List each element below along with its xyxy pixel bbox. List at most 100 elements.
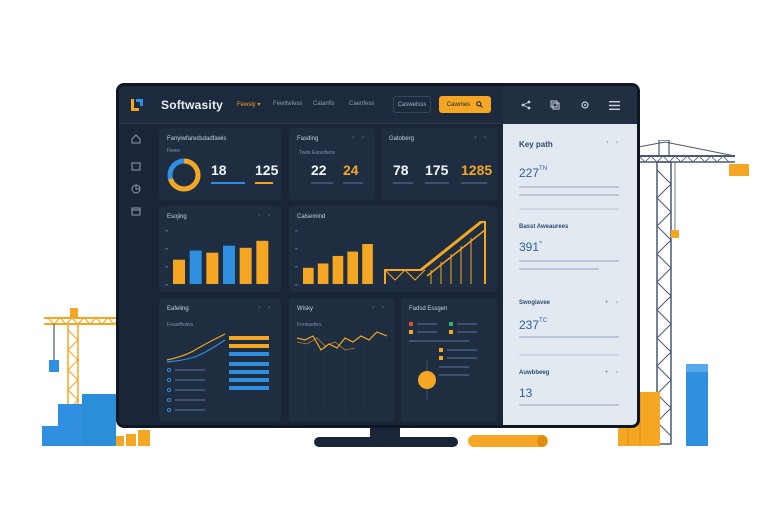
share-icon[interactable] bbox=[519, 98, 533, 112]
bar-5 bbox=[239, 247, 252, 284]
summary-donut bbox=[167, 158, 201, 192]
summary-card-subtitle: Fiwes bbox=[167, 148, 181, 154]
rp-section-1-value-sup: TN bbox=[539, 166, 548, 172]
gatoberg-bar-3 bbox=[461, 182, 487, 184]
bar-3 bbox=[332, 255, 344, 284]
gatoberg-card-controls[interactable]: ‹ › bbox=[474, 135, 489, 141]
rp-section-3-value: 237TC bbox=[519, 318, 547, 332]
rp-section-4-value: 13 bbox=[519, 386, 532, 400]
rp-section-2-value: 391≈ bbox=[519, 240, 542, 254]
planning-card-title: Fasding bbox=[297, 136, 319, 142]
bar-chart-card: Esojing ‹ › bbox=[159, 206, 281, 292]
planning-card-subtitle: Twds Eaosifiens bbox=[299, 150, 336, 156]
gatoberg-value-1: 78 bbox=[393, 162, 409, 178]
weekly-card: Wisky ‹ › Foneasfies bbox=[289, 298, 395, 422]
line-list-chart bbox=[166, 333, 269, 413]
weekly-card-subtitle: Foneasfies bbox=[297, 322, 322, 328]
rp-section-2-line-2 bbox=[519, 268, 599, 270]
summary-card: Fanyiwfaredsdadfawis Fiwes 18 125 bbox=[159, 128, 281, 200]
rp-section-1-divider bbox=[519, 208, 619, 210]
rp-section-1-value-main: 227 bbox=[519, 166, 540, 180]
bar-chart-controls[interactable]: ‹ › bbox=[258, 213, 273, 219]
nav-item-fewitwiess[interactable]: Fewitwiess bbox=[273, 101, 303, 107]
menu-icon[interactable] bbox=[607, 98, 621, 112]
nav-item-fewsly[interactable]: Fewsly ▾ bbox=[237, 102, 261, 108]
top-icon-group bbox=[503, 86, 637, 124]
y-tick-mark bbox=[165, 266, 168, 268]
bar-2 bbox=[317, 263, 329, 284]
summary-value-2: 125 bbox=[255, 162, 279, 178]
orange-action-button[interactable]: Cawmes bbox=[439, 96, 491, 113]
combo-chart-title: Calsemind bbox=[297, 214, 326, 220]
weekly-card-title: Wisky bbox=[297, 306, 313, 312]
rp-section-3-value-sup: TC bbox=[539, 318, 548, 324]
calendar-icon[interactable] bbox=[131, 206, 141, 216]
home-icon[interactable] bbox=[131, 134, 141, 144]
legend-card: Fadsd Essgen bbox=[401, 298, 497, 422]
bar-3 bbox=[206, 252, 219, 284]
combo-chart-svg bbox=[295, 230, 373, 286]
rp-section-1-value: 227TN bbox=[519, 166, 547, 180]
app-brand: Softwasity bbox=[161, 98, 224, 112]
bar-2 bbox=[189, 250, 202, 284]
y-tick-mark bbox=[295, 230, 298, 232]
settings-icon[interactable] bbox=[578, 98, 592, 112]
bar-6 bbox=[256, 240, 269, 284]
line-list-subtitle: Feasiffewss bbox=[167, 322, 194, 328]
summary-bar-2 bbox=[255, 182, 273, 184]
search-icon bbox=[476, 101, 484, 108]
right-info-panel: Key path ‹ › 227TN Basst Aweaurees 391≈ … bbox=[503, 124, 637, 425]
summary-bar-1 bbox=[211, 182, 245, 184]
planning-value-1: 22 bbox=[311, 162, 327, 178]
bar-chart-svg bbox=[165, 230, 269, 286]
logo-icon bbox=[131, 99, 143, 111]
rp-section-4-value-main: 13 bbox=[519, 386, 533, 400]
y-tick-mark bbox=[295, 284, 298, 286]
copy-icon[interactable] bbox=[548, 98, 562, 112]
planning-bar-1 bbox=[311, 182, 333, 184]
bar-5 bbox=[362, 244, 373, 284]
legend-graphic bbox=[409, 322, 477, 400]
planning-card-controls[interactable]: ‹ › bbox=[352, 135, 367, 141]
monitor-screen: Softwasity Fewsly ▾ Fewitwiess Calanfis … bbox=[116, 83, 640, 428]
summary-card-title: Fanyiwfaredsdadfawis bbox=[167, 136, 227, 142]
rp-section-3-line bbox=[519, 336, 619, 338]
rp-section-1-controls[interactable]: ‹ › bbox=[606, 140, 621, 146]
folder-icon[interactable] bbox=[131, 161, 141, 171]
bar-1 bbox=[173, 259, 185, 284]
rp-section-4-controls[interactable]: + › bbox=[604, 370, 621, 376]
gatoberg-bar-2 bbox=[425, 182, 449, 184]
gatoberg-card-title: Gatoberg bbox=[389, 136, 415, 142]
sidebar bbox=[119, 124, 153, 425]
planning-bar-2 bbox=[343, 182, 363, 184]
weekly-line-chart bbox=[296, 331, 388, 414]
rp-section-4-line bbox=[519, 404, 619, 406]
rp-section-4-title: Auwbbeeg bbox=[519, 370, 550, 376]
rp-section-3-value-main: 237 bbox=[519, 318, 540, 332]
gatoberg-value-3: 1285 bbox=[461, 162, 493, 178]
rp-section-1-line-2 bbox=[519, 194, 619, 196]
y-tick-mark bbox=[165, 284, 168, 286]
planning-value-2: 24 bbox=[343, 162, 359, 178]
gatoberg-card: Gatoberg ‹ › 78 175 1285 bbox=[381, 128, 497, 200]
pipe-roll-illustration bbox=[468, 435, 548, 447]
y-tick-mark bbox=[165, 230, 168, 232]
rp-section-3-controls[interactable]: + › bbox=[604, 300, 621, 306]
y-tick-mark bbox=[295, 266, 298, 268]
planning-card: Fasding ‹ › Twds Eaosifiens 22 24 bbox=[289, 128, 375, 200]
line-list-title: Eafeling bbox=[167, 306, 189, 312]
gatoberg-value-2: 175 bbox=[425, 162, 449, 178]
left-blocks-illustration bbox=[42, 394, 150, 446]
chart-icon[interactable] bbox=[131, 184, 141, 194]
nav-item-calanfis[interactable]: Calanfis bbox=[313, 101, 335, 107]
rp-section-1-title: Key path bbox=[519, 140, 553, 149]
nav-item-caenfess[interactable]: Caenfess bbox=[349, 101, 375, 107]
y-tick-mark bbox=[295, 248, 298, 250]
orange-action-label: Cawmes bbox=[446, 101, 471, 108]
monitor-stand bbox=[314, 428, 458, 447]
bar-1 bbox=[303, 267, 314, 284]
outline-action-button[interactable]: Caswelsss bbox=[393, 96, 431, 113]
legend-card-title: Fadsd Essgen bbox=[409, 306, 448, 312]
line-list-controls[interactable]: ‹ › bbox=[258, 305, 273, 311]
weekly-card-controls[interactable]: ‹ › bbox=[372, 305, 387, 311]
